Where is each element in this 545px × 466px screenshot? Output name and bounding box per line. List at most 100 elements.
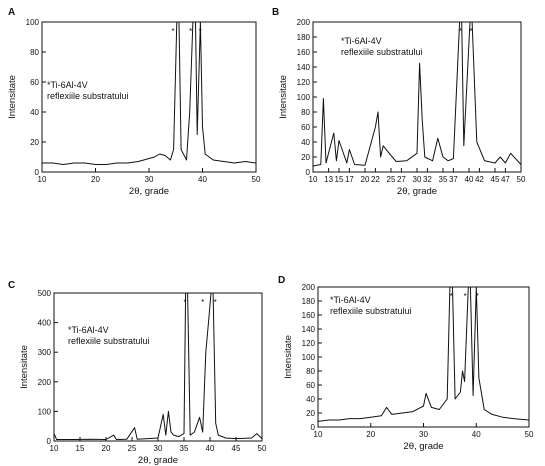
y-tick-label: 120 <box>302 339 316 348</box>
y-tick-label: 60 <box>301 123 310 132</box>
y-tick-label: 40 <box>30 108 39 117</box>
y-tick-label: 180 <box>302 297 316 306</box>
x-tick-label: 50 <box>525 430 534 439</box>
y-tick-label: 140 <box>297 63 311 72</box>
y-axis-label: Intensitate <box>278 75 289 119</box>
x-tick-label: 50 <box>258 444 267 453</box>
y-tick-label: 500 <box>38 289 52 298</box>
y-tick-label: 100 <box>26 18 40 27</box>
x-tick-label: 15 <box>76 444 85 453</box>
annotation-line: reflexiile substratului <box>341 47 423 57</box>
x-axis-label: 2θ, grade <box>138 455 178 466</box>
x-tick-label: 35 <box>439 175 448 184</box>
x-tick-label: 30 <box>413 175 422 184</box>
reflection-marker: * <box>464 292 467 301</box>
x-tick-label: 20 <box>102 444 111 453</box>
y-tick-label: 80 <box>306 367 315 376</box>
reflection-marker: * <box>214 298 217 307</box>
reflection-marker: * <box>470 27 473 36</box>
x-tick-label: 20 <box>361 175 370 184</box>
y-tick-label: 300 <box>38 348 52 357</box>
y-axis-label: Intensitate <box>283 335 294 379</box>
reflection-marker: * <box>476 292 479 301</box>
chart-panel-d: D 10 20 30 40 50 0 20 40 60 80 100 120 140 160 180 200 2θ… <box>278 275 534 452</box>
reflection-marker: * <box>172 27 175 36</box>
x-tick-label: 22 <box>371 175 380 184</box>
data-line <box>42 22 256 165</box>
x-tick-label: 27 <box>397 175 406 184</box>
x-tick-label: 40 <box>206 444 215 453</box>
chart-panel-a: A 10 20 30 40 50 0 20 40 60 80 100 2θ, grade Intensit… <box>7 7 261 197</box>
y-tick-label: 80 <box>301 108 310 117</box>
reflection-marker: * <box>459 27 462 36</box>
x-axis-label: 2θ, grade <box>397 186 437 197</box>
x-tick-label: 30 <box>154 444 163 453</box>
y-tick-label: 40 <box>301 138 310 147</box>
reflection-marker: * <box>450 292 453 301</box>
annotation-line: reflexiile substratului <box>47 91 129 101</box>
annotation-line: *Ti-6Al-4V <box>341 36 382 46</box>
data-line <box>313 22 521 167</box>
x-tick-label: 50 <box>517 175 526 184</box>
x-tick-label: 40 <box>472 430 481 439</box>
annotation-line: *Ti-6Al-4V <box>47 80 88 90</box>
y-tick-label: 0 <box>35 168 40 177</box>
y-tick-label: 60 <box>306 381 315 390</box>
panel-label: B <box>272 7 279 18</box>
y-axis-label: Intensitate <box>19 345 30 389</box>
y-tick-label: 40 <box>306 395 315 404</box>
x-tick-label: 37 <box>449 175 458 184</box>
x-tick-label: 10 <box>38 175 47 184</box>
y-tick-label: 0 <box>306 168 311 177</box>
reflection-marker: * <box>201 298 204 307</box>
y-tick-label: 140 <box>302 325 316 334</box>
y-tick-label: 160 <box>297 48 311 57</box>
y-tick-label: 100 <box>297 93 311 102</box>
reflection-marker: * <box>183 298 186 307</box>
y-tick-label: 20 <box>306 409 315 418</box>
data-line <box>318 287 529 422</box>
reflection-marker: * <box>199 27 202 36</box>
annotation-line: reflexiile substratului <box>330 306 412 316</box>
x-tick-label: 20 <box>91 175 100 184</box>
y-tick-label: 20 <box>301 153 310 162</box>
x-tick-label: 30 <box>145 175 154 184</box>
y-tick-label: 400 <box>38 319 52 328</box>
x-tick-label: 40 <box>198 175 207 184</box>
y-tick-label: 160 <box>302 311 316 320</box>
x-tick-label: 40 <box>465 175 474 184</box>
y-tick-label: 0 <box>47 437 52 446</box>
x-tick-label: 30 <box>419 430 428 439</box>
y-tick-label: 60 <box>30 78 39 87</box>
chart-panel-b: B10 13 15 17 20 22 25 27 30 32 35 37 40 42 45 47 5002040… <box>272 7 526 197</box>
panel-label: C <box>8 280 15 291</box>
y-tick-label: 100 <box>302 353 316 362</box>
y-axis-label: Intensitate <box>7 75 18 119</box>
x-tick-label: 25 <box>128 444 137 453</box>
x-tick-label: 20 <box>366 430 375 439</box>
x-tick-label: 17 <box>345 175 354 184</box>
annotation-line: *Ti-6Al-4V <box>68 325 109 335</box>
x-tick-label: 50 <box>252 175 261 184</box>
x-tick-label: 42 <box>475 175 484 184</box>
panel-label: D <box>278 275 285 286</box>
y-tick-label: 180 <box>297 33 311 42</box>
y-tick-label: 80 <box>30 48 39 57</box>
y-tick-label: 200 <box>297 18 311 27</box>
x-tick-label: 45 <box>232 444 241 453</box>
x-tick-label: 47 <box>501 175 510 184</box>
y-tick-label: 200 <box>38 378 52 387</box>
x-tick-label: 35 <box>180 444 189 453</box>
x-tick-label: 10 <box>314 430 323 439</box>
reflection-marker: * <box>189 27 192 36</box>
x-tick-label: 32 <box>423 175 432 184</box>
y-tick-label: 120 <box>297 78 311 87</box>
data-line <box>54 293 262 440</box>
x-tick-label: 13 <box>324 175 333 184</box>
panel-label: A <box>8 7 15 18</box>
x-tick-label: 25 <box>387 175 396 184</box>
x-tick-label: 10 <box>50 444 59 453</box>
plot-frame <box>53 292 263 442</box>
